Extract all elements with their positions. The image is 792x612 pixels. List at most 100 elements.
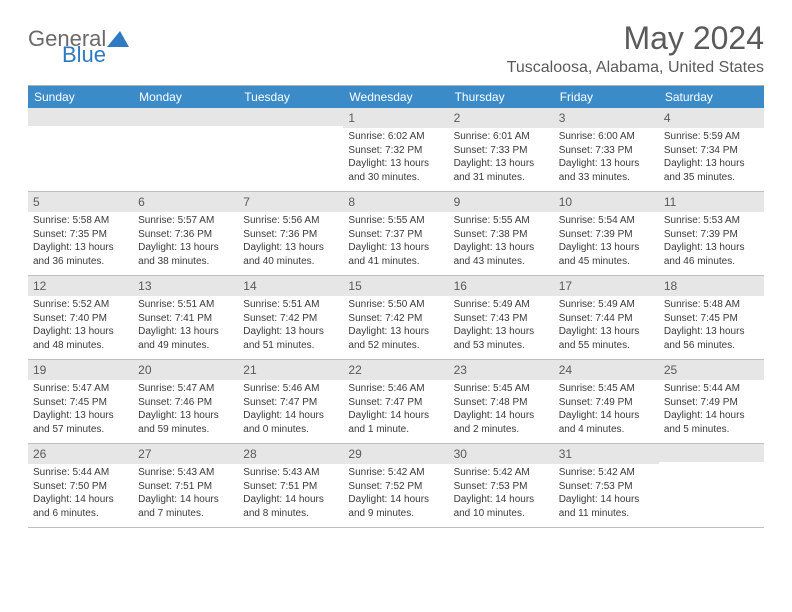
daylight-text-1: Daylight: 14 hours: [454, 493, 549, 507]
daylight-text-1: Daylight: 14 hours: [348, 493, 443, 507]
cell-body: Sunrise: 5:59 AMSunset: 7:34 PMDaylight:…: [659, 128, 764, 188]
sunrise-text: Sunrise: 6:02 AM: [348, 130, 443, 144]
daylight-text-1: Daylight: 14 hours: [33, 493, 128, 507]
cell-body: Sunrise: 5:57 AMSunset: 7:36 PMDaylight:…: [133, 212, 238, 272]
sunrise-text: Sunrise: 5:45 AM: [454, 382, 549, 396]
day-header: Thursday: [449, 86, 554, 108]
sunset-text: Sunset: 7:38 PM: [454, 228, 549, 242]
calendar-cell: 29Sunrise: 5:42 AMSunset: 7:52 PMDayligh…: [343, 444, 448, 528]
daylight-text-2: and 36 minutes.: [33, 255, 128, 269]
sunset-text: Sunset: 7:42 PM: [348, 312, 443, 326]
sunset-text: Sunset: 7:53 PM: [559, 480, 654, 494]
sunrise-text: Sunrise: 5:50 AM: [348, 298, 443, 312]
day-number: 23: [449, 360, 554, 380]
cell-body: Sunrise: 5:58 AMSunset: 7:35 PMDaylight:…: [28, 212, 133, 272]
day-number: 17: [554, 276, 659, 296]
daylight-text-1: Daylight: 13 hours: [454, 325, 549, 339]
daylight-text-2: and 53 minutes.: [454, 339, 549, 353]
calendar-cell: 25Sunrise: 5:44 AMSunset: 7:49 PMDayligh…: [659, 360, 764, 444]
calendar-cell: 17Sunrise: 5:49 AMSunset: 7:44 PMDayligh…: [554, 276, 659, 360]
calendar-cell: 30Sunrise: 5:42 AMSunset: 7:53 PMDayligh…: [449, 444, 554, 528]
calendar-cell: 20Sunrise: 5:47 AMSunset: 7:46 PMDayligh…: [133, 360, 238, 444]
daylight-text-1: Daylight: 14 hours: [243, 409, 338, 423]
sunset-text: Sunset: 7:36 PM: [243, 228, 338, 242]
calendar-cell: [28, 108, 133, 192]
daylight-text-1: Daylight: 13 hours: [138, 241, 233, 255]
calendar-cell: 13Sunrise: 5:51 AMSunset: 7:41 PMDayligh…: [133, 276, 238, 360]
day-header: Monday: [133, 86, 238, 108]
daylight-text-2: and 11 minutes.: [559, 507, 654, 521]
day-number: 18: [659, 276, 764, 296]
daylight-text-2: and 35 minutes.: [664, 171, 759, 185]
sunrise-text: Sunrise: 5:49 AM: [559, 298, 654, 312]
daylight-text-1: Daylight: 13 hours: [348, 157, 443, 171]
calendar-cell: 21Sunrise: 5:46 AMSunset: 7:47 PMDayligh…: [238, 360, 343, 444]
daylight-text-2: and 52 minutes.: [348, 339, 443, 353]
daylight-text-2: and 4 minutes.: [559, 423, 654, 437]
day-number: [28, 108, 133, 126]
sunrise-text: Sunrise: 5:48 AM: [664, 298, 759, 312]
sunset-text: Sunset: 7:39 PM: [559, 228, 654, 242]
daylight-text-1: Daylight: 13 hours: [454, 241, 549, 255]
cell-body: Sunrise: 6:02 AMSunset: 7:32 PMDaylight:…: [343, 128, 448, 188]
day-number: 12: [28, 276, 133, 296]
cell-body: Sunrise: 5:48 AMSunset: 7:45 PMDaylight:…: [659, 296, 764, 356]
daylight-text-1: Daylight: 13 hours: [243, 325, 338, 339]
daylight-text-1: Daylight: 13 hours: [138, 325, 233, 339]
calendar-cell: [659, 444, 764, 528]
sunset-text: Sunset: 7:50 PM: [33, 480, 128, 494]
day-number: 1: [343, 108, 448, 128]
cell-body: Sunrise: 5:51 AMSunset: 7:42 PMDaylight:…: [238, 296, 343, 356]
day-number: 10: [554, 192, 659, 212]
daylight-text-2: and 8 minutes.: [243, 507, 338, 521]
day-number: 5: [28, 192, 133, 212]
sunset-text: Sunset: 7:47 PM: [243, 396, 338, 410]
day-number: 9: [449, 192, 554, 212]
daylight-text-2: and 10 minutes.: [454, 507, 549, 521]
daylight-text-1: Daylight: 13 hours: [664, 325, 759, 339]
cell-body: Sunrise: 5:55 AMSunset: 7:37 PMDaylight:…: [343, 212, 448, 272]
sunset-text: Sunset: 7:47 PM: [348, 396, 443, 410]
sunrise-text: Sunrise: 5:59 AM: [664, 130, 759, 144]
daylight-text-2: and 0 minutes.: [243, 423, 338, 437]
cell-body: Sunrise: 5:47 AMSunset: 7:46 PMDaylight:…: [133, 380, 238, 440]
daylight-text-2: and 38 minutes.: [138, 255, 233, 269]
day-number: 11: [659, 192, 764, 212]
day-number: 2: [449, 108, 554, 128]
calendar-grid: SundayMondayTuesdayWednesdayThursdayFrid…: [28, 85, 764, 528]
sunrise-text: Sunrise: 6:01 AM: [454, 130, 549, 144]
cell-body: Sunrise: 5:42 AMSunset: 7:52 PMDaylight:…: [343, 464, 448, 524]
day-number: 20: [133, 360, 238, 380]
day-number: 13: [133, 276, 238, 296]
title-block: May 2024 Tuscaloosa, Alabama, United Sta…: [507, 20, 764, 77]
logo-triangle-icon: [107, 31, 129, 47]
day-number: 22: [343, 360, 448, 380]
calendar-cell: 3Sunrise: 6:00 AMSunset: 7:33 PMDaylight…: [554, 108, 659, 192]
day-number: [133, 108, 238, 126]
calendar-cell: 10Sunrise: 5:54 AMSunset: 7:39 PMDayligh…: [554, 192, 659, 276]
cell-body: Sunrise: 5:56 AMSunset: 7:36 PMDaylight:…: [238, 212, 343, 272]
sunset-text: Sunset: 7:43 PM: [454, 312, 549, 326]
daylight-text-2: and 7 minutes.: [138, 507, 233, 521]
day-number: 3: [554, 108, 659, 128]
day-number: 29: [343, 444, 448, 464]
day-number: 26: [28, 444, 133, 464]
daylight-text-1: Daylight: 14 hours: [243, 493, 338, 507]
sunrise-text: Sunrise: 5:58 AM: [33, 214, 128, 228]
day-number: 8: [343, 192, 448, 212]
daylight-text-1: Daylight: 14 hours: [348, 409, 443, 423]
cell-body: Sunrise: 6:01 AMSunset: 7:33 PMDaylight:…: [449, 128, 554, 188]
sunset-text: Sunset: 7:46 PM: [138, 396, 233, 410]
calendar-cell: 27Sunrise: 5:43 AMSunset: 7:51 PMDayligh…: [133, 444, 238, 528]
calendar-cell: 23Sunrise: 5:45 AMSunset: 7:48 PMDayligh…: [449, 360, 554, 444]
calendar-cell: 14Sunrise: 5:51 AMSunset: 7:42 PMDayligh…: [238, 276, 343, 360]
calendar-cell: 8Sunrise: 5:55 AMSunset: 7:37 PMDaylight…: [343, 192, 448, 276]
sunset-text: Sunset: 7:32 PM: [348, 144, 443, 158]
cell-body: Sunrise: 5:53 AMSunset: 7:39 PMDaylight:…: [659, 212, 764, 272]
daylight-text-1: Daylight: 13 hours: [33, 325, 128, 339]
cell-body: Sunrise: 5:49 AMSunset: 7:44 PMDaylight:…: [554, 296, 659, 356]
cell-body: Sunrise: 5:43 AMSunset: 7:51 PMDaylight:…: [238, 464, 343, 524]
sunset-text: Sunset: 7:52 PM: [348, 480, 443, 494]
daylight-text-2: and 51 minutes.: [243, 339, 338, 353]
sunset-text: Sunset: 7:37 PM: [348, 228, 443, 242]
